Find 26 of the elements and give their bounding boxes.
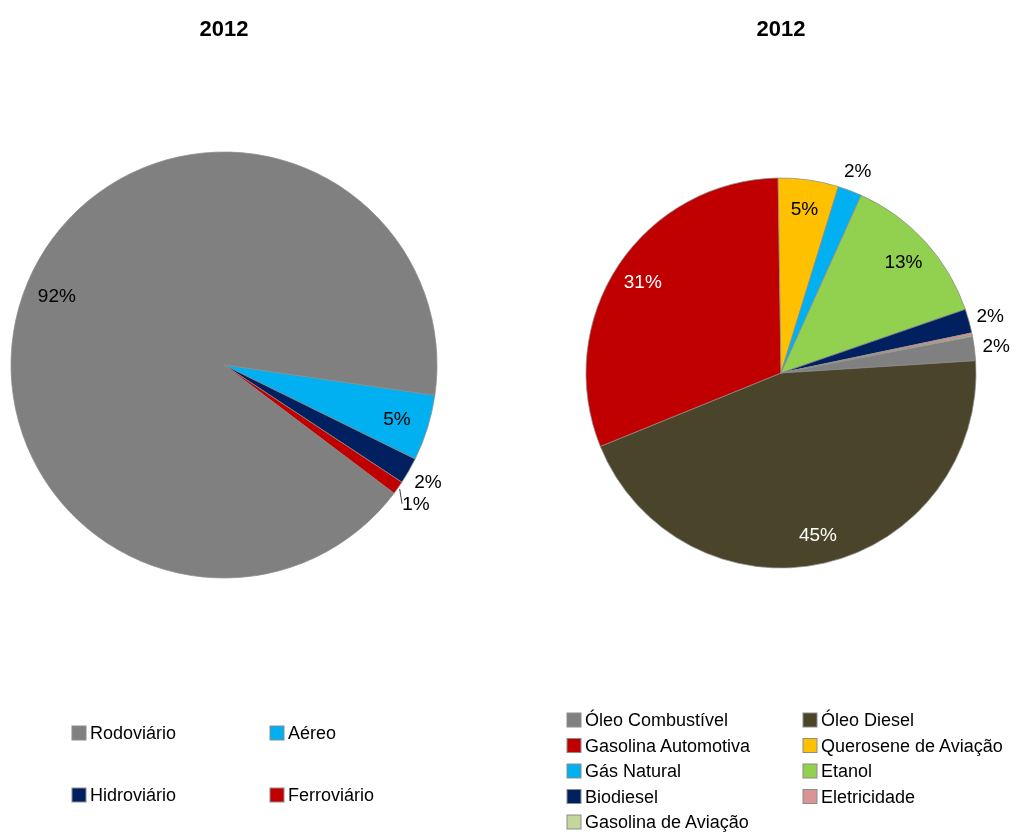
legend-label: Óleo Diesel bbox=[821, 709, 915, 730]
data-label: 2% bbox=[976, 304, 1004, 326]
data-label: 2% bbox=[414, 471, 442, 493]
legend-label: Hidroviário bbox=[90, 785, 177, 805]
chart-title: 2012 bbox=[199, 15, 249, 41]
data-label: 13% bbox=[884, 250, 923, 272]
data-label: 5% bbox=[790, 198, 819, 220]
legend-label: Gás Natural bbox=[585, 761, 682, 781]
legend-label: Rodoviário bbox=[90, 723, 177, 743]
data-label: 2% bbox=[982, 335, 1011, 357]
chart-title: 2012 bbox=[756, 15, 806, 41]
legend-label: Gasolina Automotiva bbox=[585, 735, 752, 756]
legend-label: Etanol bbox=[821, 761, 873, 781]
legend-label: Biodiesel bbox=[585, 786, 659, 807]
legend-label: Óleo Combustível bbox=[585, 709, 729, 730]
data-label: 1% bbox=[402, 493, 430, 515]
data-label: 31% bbox=[623, 270, 662, 292]
legend-label: Ferroviário bbox=[288, 785, 375, 805]
legend-label: Querosene de Aviação bbox=[821, 735, 1003, 756]
legend-label: Gasolina de Aviação bbox=[585, 812, 749, 832]
data-label: 92% bbox=[37, 284, 76, 306]
legend-label: Eletricidade bbox=[821, 786, 916, 807]
data-label: 5% bbox=[383, 408, 411, 430]
data-label: 45% bbox=[798, 524, 838, 546]
data-label: 2% bbox=[843, 159, 872, 181]
legend-label: Aéreo bbox=[288, 723, 337, 743]
